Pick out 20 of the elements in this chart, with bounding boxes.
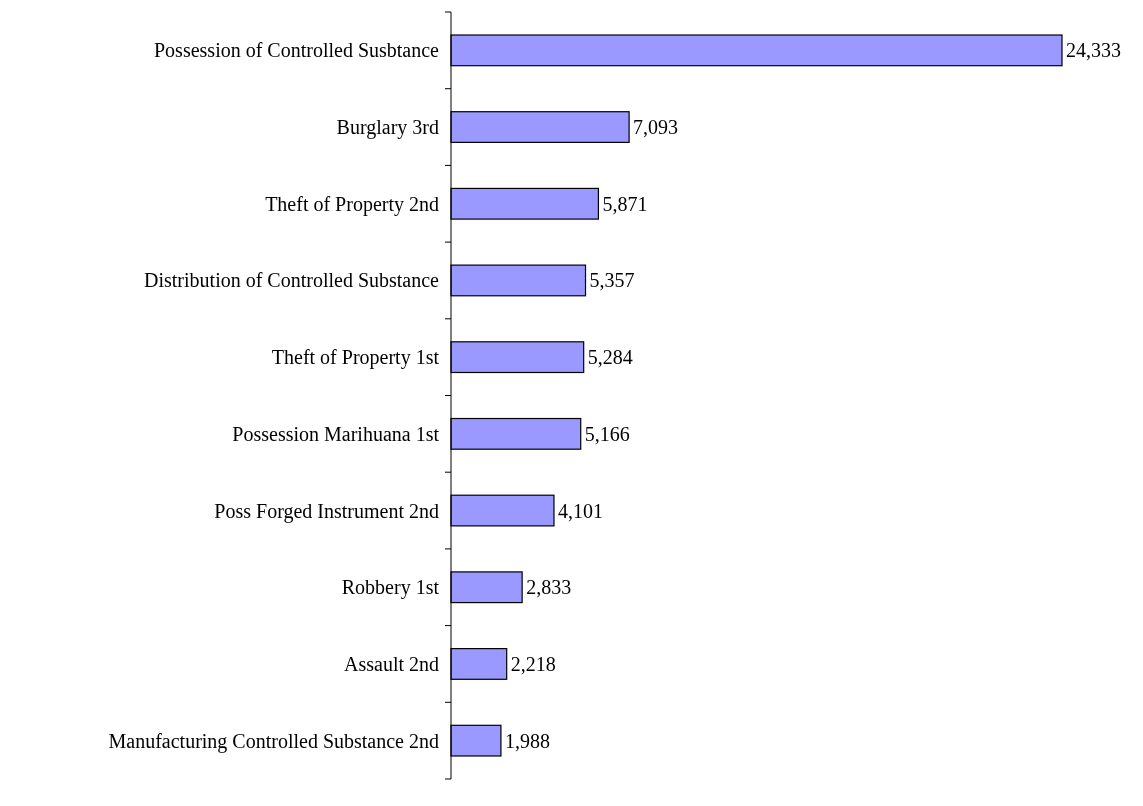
data-label: 4,101 <box>557 499 603 522</box>
y-tick-label: Manufacturing Controlled Substance 2nd <box>108 729 439 753</box>
data-label: 5,871 <box>602 192 648 215</box>
data-label: 24,333 <box>1066 39 1121 62</box>
data-label: 5,284 <box>587 346 633 369</box>
data-label: 5,166 <box>584 422 630 445</box>
y-tick-label: Possession of Controlled Susbtance <box>154 39 440 62</box>
data-label: 2,833 <box>526 576 572 599</box>
y-tick-label: Possession Marihuana 1st <box>232 422 440 445</box>
data-label: 5,357 <box>589 269 635 292</box>
y-tick-label: Robbery 1st <box>341 576 440 600</box>
data-label: 1,988 <box>504 729 550 752</box>
data-label: 7,093 <box>633 116 679 139</box>
y-tick-label: Theft of Property 1st <box>271 346 440 370</box>
y-tick-label: Poss Forged Instrument 2nd <box>214 499 439 523</box>
y-tick-label: Assault 2nd <box>344 652 439 675</box>
data-label: 2,218 <box>510 652 556 675</box>
y-tick-label: Theft of Property 2nd <box>265 192 439 216</box>
y-tick-label: Burglary 3rd <box>336 116 439 140</box>
y-tick-label: Distribution of Controlled Substance <box>144 269 440 292</box>
